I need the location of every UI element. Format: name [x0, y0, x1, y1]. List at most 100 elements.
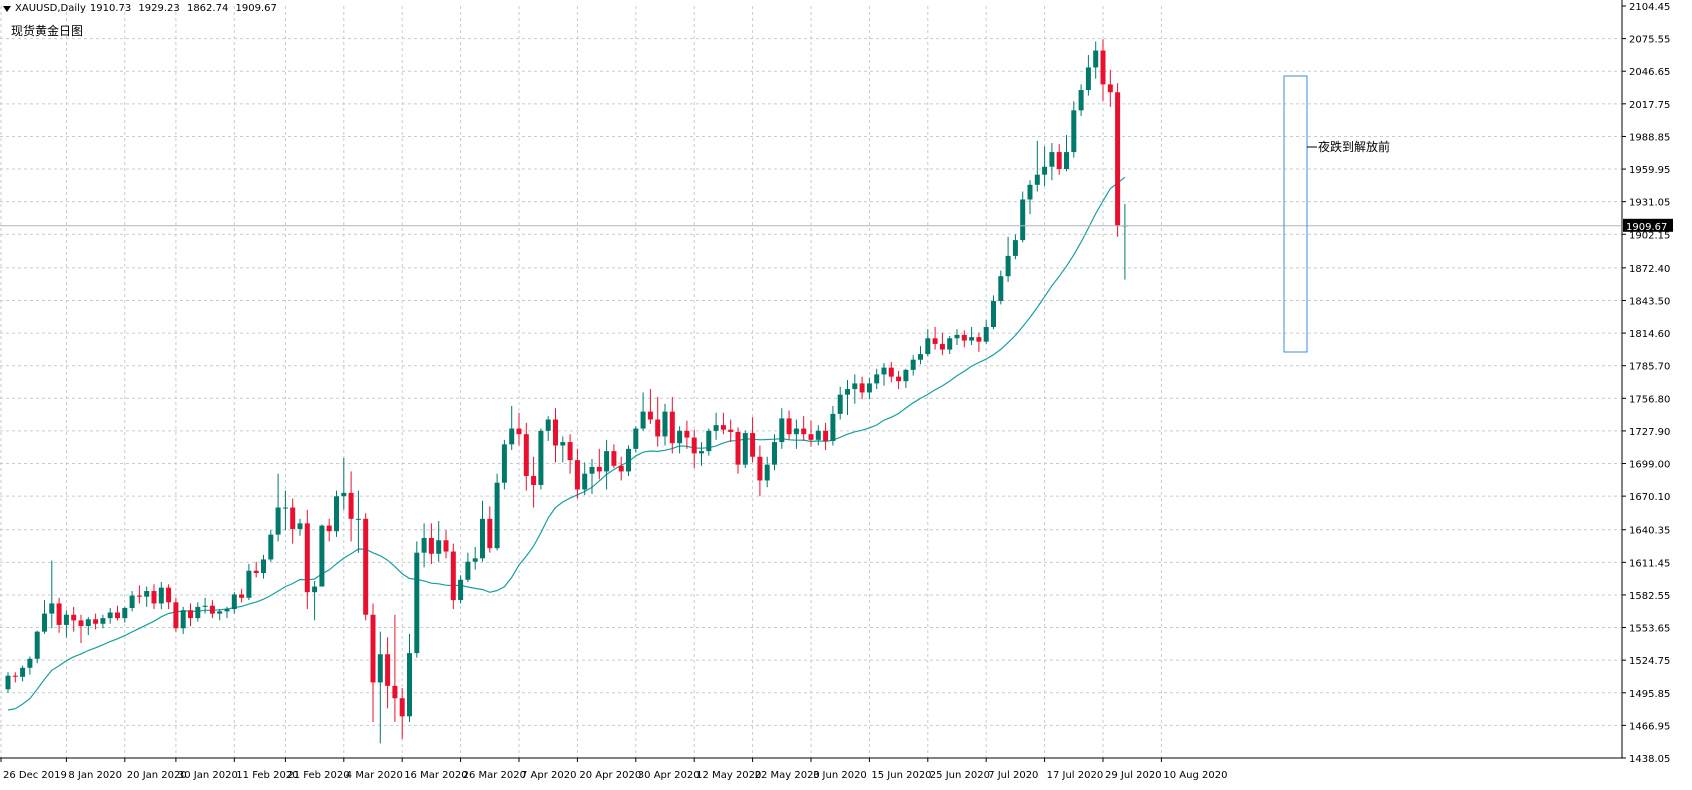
candle[interactable]: [903, 368, 909, 388]
candle[interactable]: [428, 523, 434, 564]
candle[interactable]: [866, 377, 872, 400]
candle[interactable]: [574, 448, 580, 499]
candle[interactable]: [582, 462, 588, 496]
candle[interactable]: [523, 422, 529, 491]
candle[interactable]: [436, 521, 442, 562]
candle[interactable]: [261, 554, 266, 579]
candle[interactable]: [640, 392, 646, 431]
candle[interactable]: [976, 332, 982, 352]
candle[interactable]: [129, 591, 135, 612]
candle[interactable]: [458, 575, 464, 604]
candle[interactable]: [633, 426, 639, 453]
candle[interactable]: [961, 330, 967, 348]
candle[interactable]: [1042, 146, 1048, 186]
candle[interactable]: [377, 631, 383, 744]
candle[interactable]: [363, 513, 369, 621]
candle[interactable]: [253, 561, 259, 578]
candle[interactable]: [158, 582, 164, 610]
candle[interactable]: [801, 416, 807, 441]
candle[interactable]: [1049, 143, 1055, 181]
candle[interactable]: [808, 420, 814, 447]
candle[interactable]: [998, 270, 1004, 305]
candle[interactable]: [78, 614, 84, 643]
candle[interactable]: [728, 419, 734, 443]
candle[interactable]: [1071, 101, 1077, 158]
candle[interactable]: [217, 609, 223, 621]
candle[interactable]: [20, 665, 26, 682]
candle[interactable]: [1012, 234, 1018, 260]
candle[interactable]: [618, 456, 624, 481]
candle[interactable]: [12, 672, 18, 683]
candle[interactable]: [1100, 39, 1106, 102]
candle[interactable]: [297, 518, 303, 536]
candle[interactable]: [538, 428, 544, 490]
candle[interactable]: [772, 434, 777, 471]
candle[interactable]: [888, 361, 894, 383]
candle[interactable]: [757, 445, 763, 497]
candle[interactable]: [969, 326, 975, 346]
candle[interactable]: [823, 422, 829, 450]
candle[interactable]: [567, 434, 573, 474]
candle[interactable]: [742, 430, 748, 469]
candle[interactable]: [830, 405, 836, 446]
candle[interactable]: [319, 524, 325, 587]
candle[interactable]: [881, 363, 887, 386]
candle[interactable]: [779, 408, 785, 449]
candle[interactable]: [414, 541, 420, 658]
candle[interactable]: [151, 584, 157, 610]
candle[interactable]: [815, 425, 821, 446]
candle[interactable]: [1005, 236, 1011, 282]
candle[interactable]: [85, 617, 91, 636]
candle[interactable]: [93, 613, 99, 630]
candle[interactable]: [188, 603, 193, 627]
candle[interactable]: [450, 543, 456, 610]
candle[interactable]: [334, 490, 339, 537]
candle[interactable]: [786, 410, 792, 440]
candle[interactable]: [1107, 69, 1113, 107]
candle[interactable]: [896, 370, 902, 390]
candle[interactable]: [224, 606, 230, 619]
candle[interactable]: [852, 374, 858, 404]
candle[interactable]: [1093, 41, 1099, 79]
candle[interactable]: [604, 439, 610, 490]
candle[interactable]: [282, 490, 288, 531]
candle[interactable]: [932, 326, 938, 350]
candle[interactable]: [910, 355, 916, 376]
candle[interactable]: [399, 688, 405, 739]
candle[interactable]: [480, 500, 485, 562]
candle[interactable]: [1027, 180, 1033, 215]
candle[interactable]: [626, 445, 631, 476]
candle[interactable]: [34, 630, 40, 664]
candle[interactable]: [939, 332, 945, 356]
candle[interactable]: [589, 459, 595, 494]
candle[interactable]: [202, 597, 208, 614]
candle[interactable]: [545, 416, 551, 441]
candle[interactable]: [874, 368, 880, 390]
candle[interactable]: [735, 427, 741, 474]
candle[interactable]: [239, 588, 245, 603]
candle[interactable]: [56, 597, 62, 633]
candle[interactable]: [845, 380, 850, 416]
candle[interactable]: [837, 386, 843, 420]
dropdown-triangle-icon[interactable]: [3, 5, 11, 12]
candle[interactable]: [501, 439, 507, 490]
candle[interactable]: [1085, 55, 1091, 96]
candle[interactable]: [122, 606, 128, 623]
candle[interactable]: [355, 490, 361, 553]
candle[interactable]: [611, 444, 617, 469]
candle[interactable]: [1115, 83, 1121, 237]
highlight-box[interactable]: [1283, 75, 1308, 353]
candle[interactable]: [268, 530, 274, 562]
candle[interactable]: [370, 603, 376, 722]
candle[interactable]: [341, 457, 347, 510]
candle[interactable]: [195, 602, 201, 622]
candle[interactable]: [750, 417, 756, 463]
candle[interactable]: [27, 656, 33, 675]
candle[interactable]: [655, 396, 661, 447]
candle[interactable]: [954, 329, 960, 346]
candle[interactable]: [764, 456, 770, 488]
candle[interactable]: [925, 329, 931, 357]
candle[interactable]: [531, 456, 537, 508]
candle[interactable]: [1020, 191, 1026, 243]
